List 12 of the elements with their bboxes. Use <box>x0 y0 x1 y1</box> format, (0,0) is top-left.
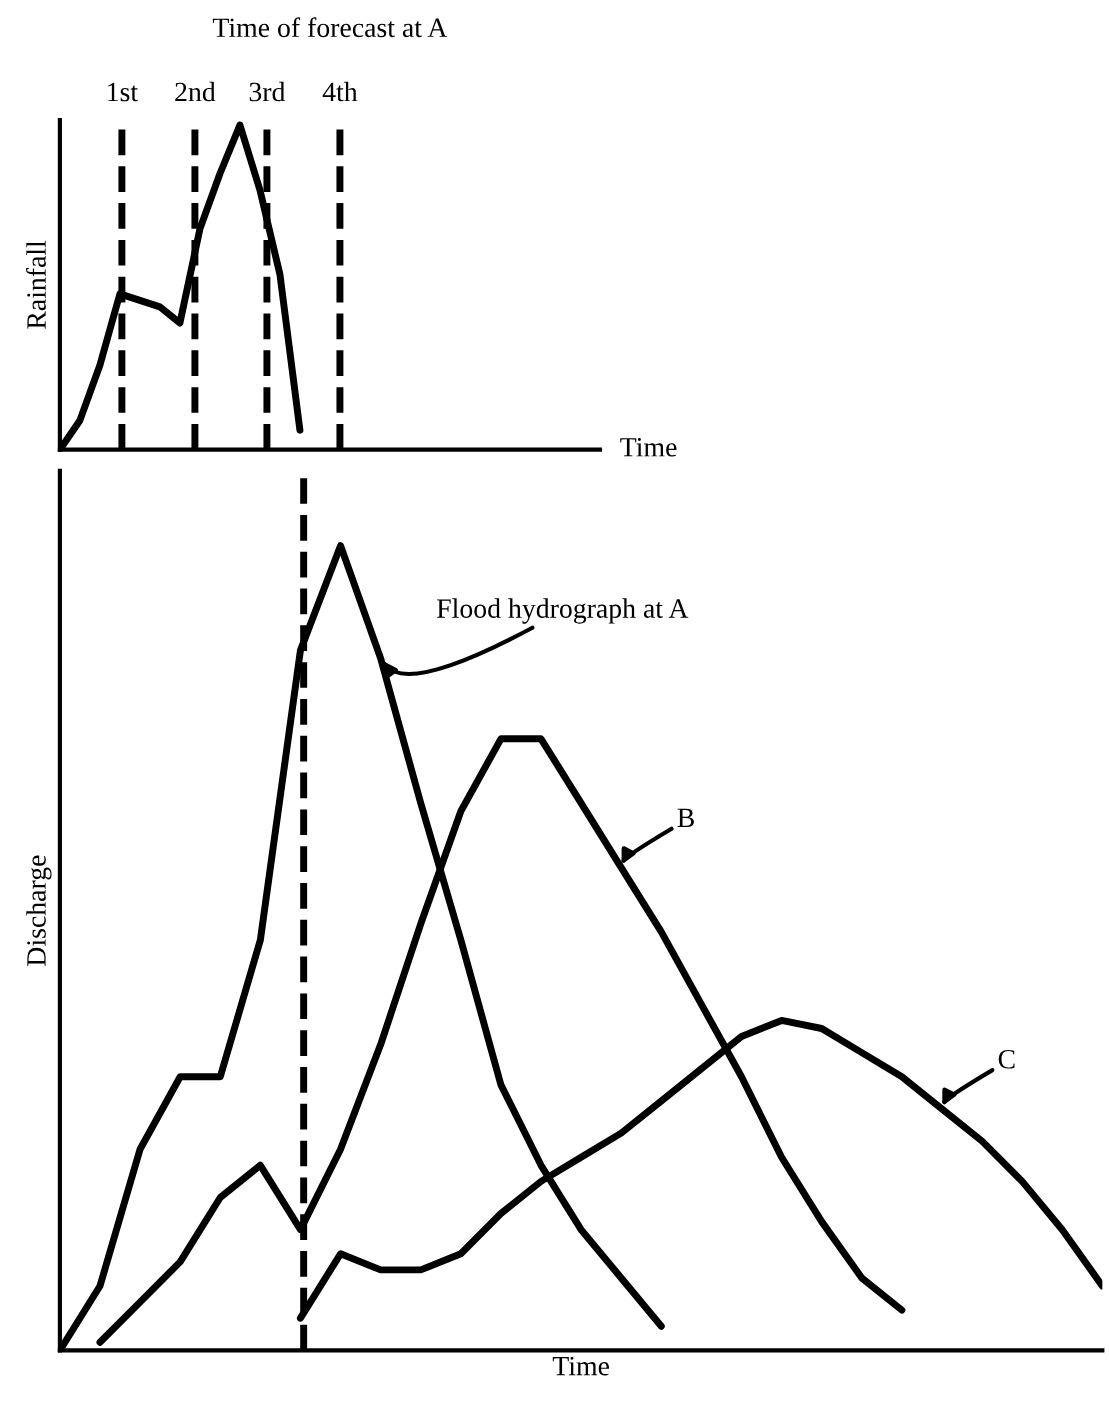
y-axis-title: Discharge <box>26 855 52 966</box>
annotation: Flood hydrograph at A <box>437 598 689 624</box>
y-axis-title: Rainfall <box>26 240 46 329</box>
text: 2nd <box>175 81 216 102</box>
x-axis-title: Time <box>552 1356 609 1376</box>
annotation: C <box>998 1049 1015 1069</box>
text: 1st <box>108 82 138 102</box>
text: 4th <box>322 81 358 102</box>
text: 3rd <box>249 81 286 102</box>
x-axis-title: Time <box>620 437 677 457</box>
annotation: B <box>677 808 694 828</box>
chart-title: Time of forecast at A <box>212 17 448 38</box>
